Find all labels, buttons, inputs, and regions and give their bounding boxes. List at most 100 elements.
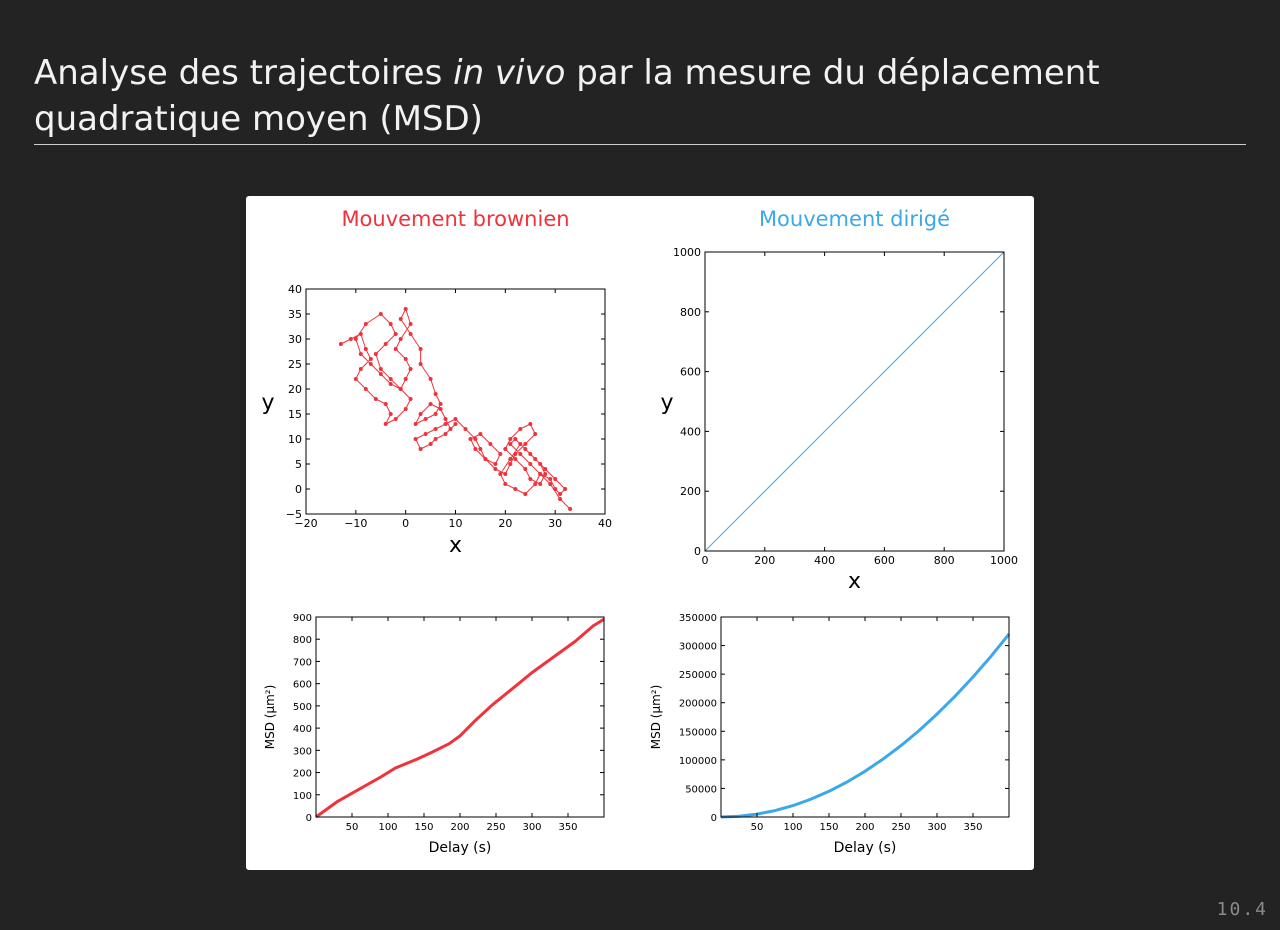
y-tick-label: 700 [293, 657, 312, 668]
y-tick-label: 300 [293, 746, 312, 757]
data-point [518, 442, 523, 446]
data-point [498, 452, 503, 456]
y-tick-label: 250000 [679, 670, 717, 681]
y-tick-label: 20 [288, 383, 302, 396]
data-point [338, 342, 343, 346]
x-tick-label: 100 [783, 822, 802, 833]
data-point [463, 427, 468, 431]
data-point [508, 437, 513, 441]
data-point [393, 417, 398, 421]
x-tick-label: 250 [486, 822, 505, 833]
data-point [388, 322, 393, 326]
data-point [353, 337, 358, 341]
x-axis-label: x [848, 569, 861, 594]
y-tick-label: 15 [288, 408, 302, 421]
figure-panel: Mouvement brownien −20 −10 0 10 20 30 40 −5 0 5 10 1… [246, 196, 1034, 870]
data-point [553, 487, 558, 491]
data-point [403, 307, 408, 311]
data-point [348, 337, 353, 341]
x-tick-label: 20 [498, 517, 512, 530]
data-point [408, 397, 413, 401]
data-point [398, 337, 403, 341]
data-point [428, 377, 433, 381]
data-point [378, 367, 383, 371]
data-point [433, 392, 438, 396]
data-point [413, 437, 418, 441]
data-point [403, 377, 408, 381]
data-point [358, 332, 363, 336]
y-tick-label: 800 [293, 635, 312, 646]
y-tick-label: 25 [288, 358, 302, 371]
data-point [433, 437, 438, 441]
plot-frame [704, 251, 1005, 552]
y-tick-label: 300000 [679, 642, 717, 653]
data-point [433, 412, 438, 416]
slide-title-part1: Analyse des trajectoires [34, 53, 454, 93]
data-point [368, 362, 373, 366]
data-point [548, 477, 553, 481]
data-point [523, 467, 528, 471]
data-point [393, 332, 398, 336]
data-point [523, 442, 528, 446]
x-tick-label: −10 [344, 517, 367, 530]
y-tick-label: 100000 [679, 756, 717, 767]
data-point [393, 347, 398, 351]
y-tick-label: 5 [295, 458, 302, 471]
x-axis-label: Delay (s) [834, 840, 897, 856]
data-point [558, 492, 563, 496]
data-point [478, 447, 483, 451]
data-point [428, 442, 433, 446]
x-tick-label: 0 [402, 517, 409, 530]
x-tick-label: 250 [891, 822, 910, 833]
data-point [528, 462, 533, 466]
y-tick-label: 800 [680, 306, 701, 319]
x-tick-label: 200 [450, 822, 469, 833]
data-point [493, 467, 498, 471]
x-tick-label: 800 [934, 554, 955, 567]
slide-title-italic: in vivo [453, 53, 566, 93]
data-point [373, 352, 378, 356]
data-point [488, 442, 493, 446]
x-tick-label: 150 [819, 822, 838, 833]
slide-number: 10.4 [1216, 899, 1268, 920]
data-point [503, 447, 508, 451]
x-tick-label: 150 [414, 822, 433, 833]
data-point [388, 412, 393, 416]
data-point [383, 342, 388, 346]
data-point [363, 322, 368, 326]
data-point [548, 482, 553, 486]
y-tick-label: 0 [295, 483, 302, 496]
y-tick-label: 350000 [679, 613, 717, 624]
y-tick-label: 400 [293, 724, 312, 735]
data-point [538, 462, 543, 466]
data-point [528, 452, 533, 456]
plot-frame [305, 288, 606, 515]
data-point [533, 457, 538, 461]
y-tick-label: 600 [293, 680, 312, 691]
data-point [538, 472, 543, 476]
x-tick-label: 0 [702, 554, 709, 567]
chart-title: Mouvement dirigé [759, 207, 950, 231]
data-point [508, 442, 513, 446]
y-axis-label: MSD (µm²) [263, 685, 277, 750]
data-point [513, 452, 518, 456]
series-line [720, 633, 1011, 819]
y-tick-label: 30 [288, 333, 302, 346]
chart-brownian-msd: 50 100 150 200 250 300 350 0 100 200 300 400 500 600 7… [263, 613, 605, 856]
x-tick-label: 600 [874, 554, 895, 567]
data-point [518, 427, 523, 431]
y-tick-label: 1000 [673, 246, 701, 259]
data-point [363, 387, 368, 391]
data-point [403, 357, 408, 361]
data-point [533, 482, 538, 486]
data-point [408, 322, 413, 326]
x-tick-label: 350 [558, 822, 577, 833]
data-point [448, 427, 453, 431]
x-tick-label: 50 [346, 822, 359, 833]
y-tick-label: 200000 [679, 699, 717, 710]
x-tick-label: 40 [598, 517, 612, 530]
y-tick-label: 0 [306, 813, 312, 824]
data-point [533, 432, 538, 436]
data-point [373, 397, 378, 401]
x-tick-label: 100 [378, 822, 397, 833]
